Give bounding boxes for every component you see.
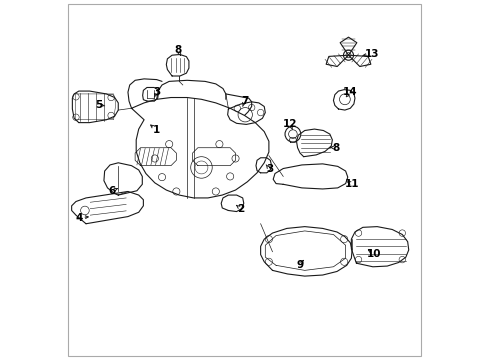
Text: 1: 1 <box>153 125 160 135</box>
Text: 7: 7 <box>240 96 248 106</box>
Text: 4: 4 <box>76 213 83 222</box>
Text: 11: 11 <box>344 179 359 189</box>
Text: 9: 9 <box>296 260 303 270</box>
Text: 10: 10 <box>366 248 380 258</box>
Text: 3: 3 <box>265 164 273 174</box>
Text: 8: 8 <box>332 143 339 153</box>
Text: 8: 8 <box>174 45 182 55</box>
Text: 12: 12 <box>283 120 297 129</box>
Text: 13: 13 <box>364 49 378 59</box>
Text: 14: 14 <box>342 87 357 97</box>
Text: 6: 6 <box>108 186 115 196</box>
Text: 5: 5 <box>96 100 102 110</box>
Text: 3: 3 <box>153 87 160 97</box>
Text: 2: 2 <box>237 204 244 214</box>
